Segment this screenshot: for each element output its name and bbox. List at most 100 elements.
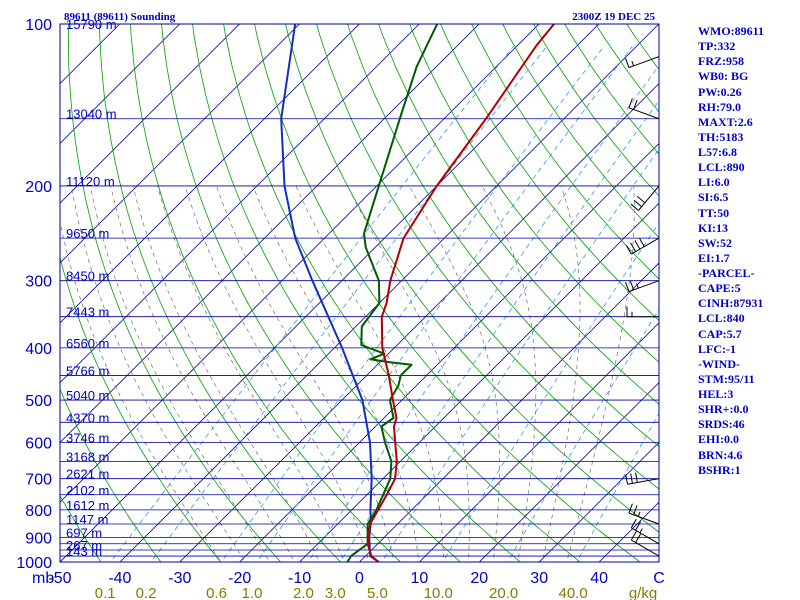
mixing-ratio-label: 2.0 — [293, 585, 314, 600]
mixing-ratio-line — [339, 100, 659, 562]
moist-adiabat-line — [252, 185, 420, 562]
isotherm-line — [60, 24, 241, 204]
wind-barb — [625, 280, 660, 293]
mixing-ratio-line — [220, 46, 605, 562]
isotherm-line — [299, 202, 659, 562]
pressure-tick-label: 1000 — [16, 555, 52, 572]
height-label: 3168 m — [66, 449, 109, 464]
height-label: 8450 m — [66, 269, 109, 284]
height-label: 267 m — [66, 538, 102, 553]
pressure-tick-label: 400 — [25, 341, 52, 358]
dry-adiabat-line — [285, 24, 659, 533]
index-item: PW:0.26 — [698, 84, 742, 99]
moist-adiabat-line — [184, 185, 370, 562]
dry-adiabat-line — [192, 24, 521, 562]
isotherm-line — [179, 83, 659, 562]
mixing-ratio-label: 40.0 — [559, 585, 588, 600]
index-item: WB0: BG — [698, 69, 749, 84]
index-panel: WMO:89611 TP:332 FRZ:958 WB0: BG PW:0.26 RH:7… — [698, 24, 798, 478]
wind-barb — [630, 518, 660, 545]
height-label: 2621 m — [66, 467, 109, 482]
index-item: SHR+:0.0 — [698, 402, 749, 417]
station-title: 89611 (89611) Sounding — [64, 11, 176, 23]
index-item: FRZ:958 — [698, 54, 744, 69]
temperature-tick-label: 0 — [355, 570, 364, 587]
pressure-tick-label: 700 — [25, 472, 52, 489]
index-item: LCL:840 — [698, 311, 745, 326]
moist-adiabat-line — [90, 185, 271, 562]
wind-barb — [625, 237, 660, 255]
index-item: -WIND- — [698, 356, 740, 371]
mixing-ratio-label: 0.2 — [136, 585, 157, 600]
mixing-ratio-line — [150, 46, 548, 562]
height-label: 7443 m — [66, 305, 109, 320]
mixing-ratio-label: 1.0 — [242, 585, 263, 600]
pressure-tick-label: 900 — [25, 530, 52, 547]
index-item: KI:13 — [698, 220, 728, 235]
height-label: 13040 m — [66, 107, 117, 122]
pressure-unit-label: mb — [32, 570, 54, 587]
observation-time: 2300Z 19 DEC 25 — [572, 11, 655, 23]
moist-adiabat-line — [60, 220, 222, 562]
height-label: 11120 m — [66, 174, 115, 189]
index-item: TH:5183 — [698, 129, 744, 144]
index-item: MAXT:2.6 — [698, 114, 753, 129]
mixing-ratio-unit: g/kg — [629, 585, 657, 600]
mixing-ratio-label: 0.1 — [95, 585, 116, 600]
index-item: -PARCEL- — [698, 266, 755, 280]
dry-adiabat-line — [60, 494, 102, 562]
mixing-ratio-label: 5.0 — [367, 585, 388, 600]
moist-adiabat-line — [409, 185, 500, 562]
index-item: L57:6.8 — [698, 145, 737, 159]
temperature-tick-label: -50 — [48, 570, 71, 587]
index-item: LI:6.0 — [698, 175, 730, 190]
wind-barb — [628, 503, 660, 525]
height-label: 1147 m — [66, 512, 108, 527]
pressure-tick-label: 500 — [25, 393, 52, 410]
moist-adiabat-line — [541, 185, 581, 562]
temperature-tick-label: 40 — [590, 570, 608, 587]
temperature-trace — [366, 24, 555, 562]
mixing-ratio-line — [307, 65, 659, 562]
index-item: STM:95/11 — [698, 371, 755, 386]
dry-adiabat-line — [60, 388, 162, 562]
isotherm-line — [239, 142, 659, 562]
mixing-ratio-line — [256, 46, 633, 562]
temperature-tick-label: -10 — [288, 570, 311, 587]
index-item: LFC:-1 — [698, 341, 736, 356]
index-item: RH:79.0 — [698, 99, 741, 114]
height-label: 9650 m — [66, 226, 109, 241]
height-label: 4370 m — [66, 410, 109, 425]
wind-barb — [626, 306, 660, 318]
moist-adiabat-line — [481, 185, 537, 562]
height-label: 2102 m — [66, 483, 109, 498]
dry-adiabat-line — [60, 256, 222, 562]
plot-frame — [59, 23, 660, 563]
index-item: BSHR:1 — [698, 462, 741, 477]
isotherm-line — [60, 24, 420, 384]
moist-adiabat-line — [566, 185, 635, 562]
isotherm-line — [60, 24, 300, 264]
isotherm-line — [60, 24, 181, 144]
isotherm-line — [0, 0, 25, 573]
index-item: CAP:5.7 — [698, 326, 742, 341]
height-label: 5040 m — [66, 388, 109, 403]
temperature-tick-label: -30 — [168, 570, 191, 587]
pressure-tick-label: 100 — [25, 17, 52, 34]
index-item: TP:332 — [698, 39, 736, 54]
isotherm-line — [538, 441, 659, 562]
mixing-ratio-label: 3.0 — [325, 585, 346, 600]
pressure-tick-label: 800 — [25, 503, 52, 520]
index-item: SRDS:46 — [698, 417, 745, 432]
pressure-tick-label: 600 — [25, 436, 52, 453]
wind-barb — [625, 56, 660, 69]
moist-adiabat-line — [132, 185, 320, 562]
pressure-tick-label: 200 — [25, 179, 52, 196]
wind-barb — [630, 531, 660, 557]
index-item: TT:50 — [698, 205, 730, 220]
isotherm-line — [119, 24, 659, 562]
mixing-ratio-line — [381, 148, 659, 562]
isotherm-line — [60, 24, 540, 503]
